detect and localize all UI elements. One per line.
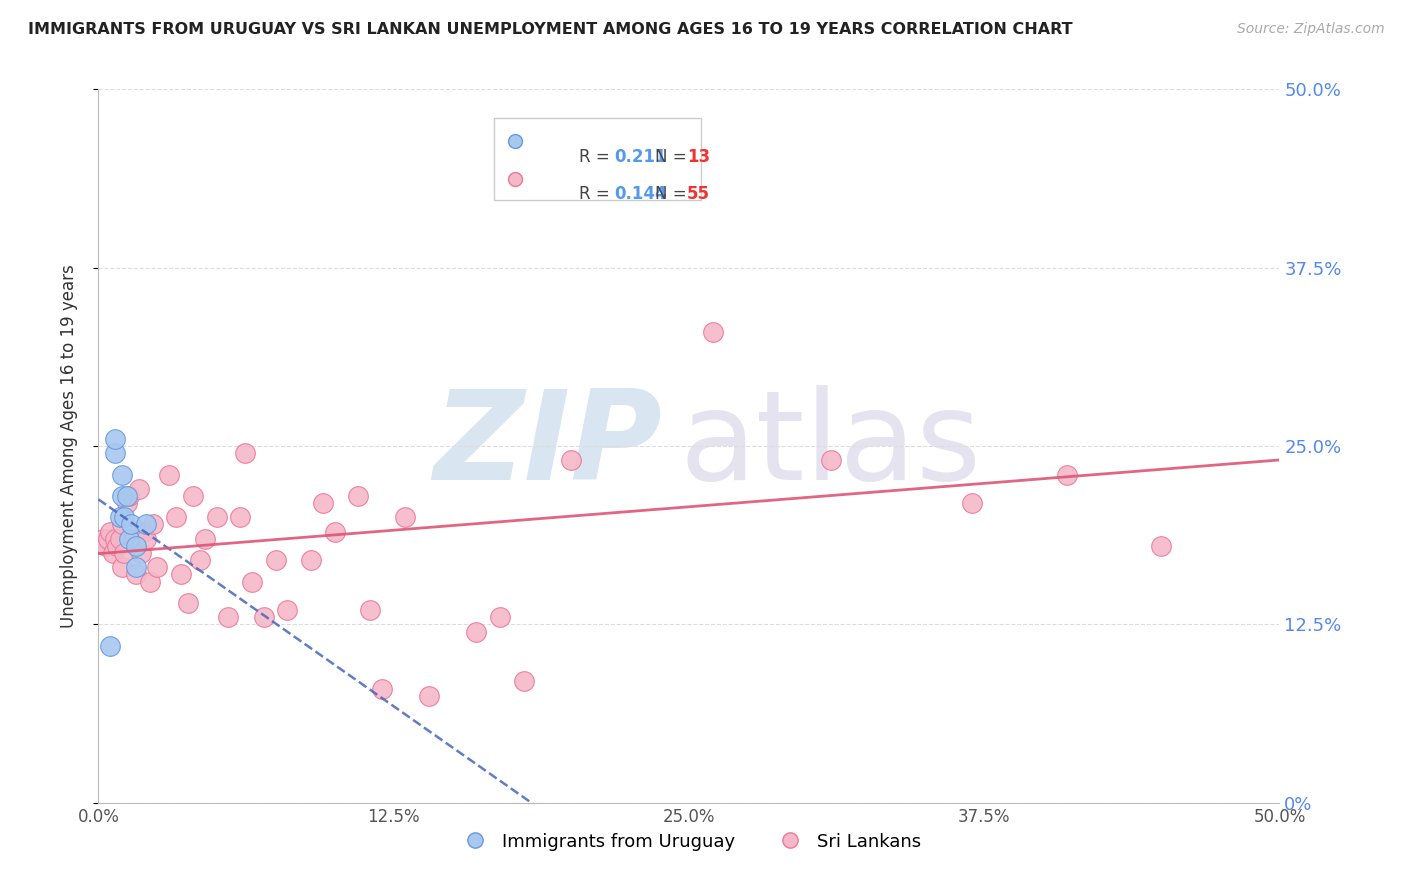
Point [91,532,114,546]
Point [125,539,148,553]
Point [135,517,157,532]
Point [115,496,138,510]
Point [104,432,127,446]
Point [112,546,135,560]
Point [323,524,346,539]
Point [146,560,169,574]
Point [205,510,228,524]
Point [108,510,131,524]
Point [125,560,148,574]
Point [962,496,984,510]
Point [135,532,157,546]
Point [132,524,155,539]
Point [702,325,724,339]
Point [194,532,217,546]
Point [512,674,534,689]
Point [157,467,180,482]
Text: N =: N = [655,185,692,202]
Text: 13: 13 [686,148,710,166]
Point [820,453,842,467]
Point [105,539,128,553]
Point [165,510,187,524]
Y-axis label: Unemployment Among Ages 16 to 19 years: Unemployment Among Ages 16 to 19 years [59,264,77,628]
Point [94,539,117,553]
Point [177,596,200,610]
Point [276,603,298,617]
Text: Source: ZipAtlas.com: Source: ZipAtlas.com [1237,22,1385,37]
Text: R =: R = [579,148,614,166]
Point [394,510,416,524]
Point [489,610,512,624]
Point [139,574,162,589]
Point [108,532,131,546]
Point [359,603,381,617]
Text: R =: R = [579,185,614,202]
Point [104,446,127,460]
Text: atlas: atlas [679,385,981,507]
Point [418,689,440,703]
Point [312,496,335,510]
Point [111,517,134,532]
Point [98,524,121,539]
Point [1056,467,1078,482]
Point [188,553,211,567]
Point [121,517,143,532]
Point [465,624,488,639]
Point [118,489,141,503]
Point [181,489,204,503]
Text: 0.144: 0.144 [614,185,666,202]
Point [97,532,120,546]
Point [142,517,165,532]
Text: IMMIGRANTS FROM URUGUAY VS SRI LANKAN UNEMPLOYMENT AMONG AGES 16 TO 19 YEARS COR: IMMIGRANTS FROM URUGUAY VS SRI LANKAN UN… [28,22,1073,37]
Point [111,467,134,482]
Point [118,532,141,546]
Point [98,639,121,653]
Point [1150,539,1173,553]
Point [122,532,145,546]
Point [170,567,193,582]
Point [125,567,148,582]
Bar [494,118,700,200]
Point [253,610,276,624]
Point [299,553,322,567]
Point [104,532,127,546]
Text: ZIP: ZIP [433,385,662,507]
Text: 0.211: 0.211 [614,148,666,166]
Point [347,489,370,503]
Point [560,453,582,467]
Point [654,139,676,153]
Point [128,482,150,496]
Point [111,560,134,574]
Point [112,510,135,524]
Point [129,546,152,560]
Point [264,553,287,567]
Legend: Immigrants from Uruguay, Sri Lankans: Immigrants from Uruguay, Sri Lankans [450,826,928,858]
Point [217,610,239,624]
Point [233,446,256,460]
Point [115,489,138,503]
Point [229,510,252,524]
Point [101,546,124,560]
Text: N =: N = [655,148,692,166]
Text: 55: 55 [686,185,710,202]
Point [111,489,134,503]
Point [240,574,263,589]
Point [371,681,394,696]
